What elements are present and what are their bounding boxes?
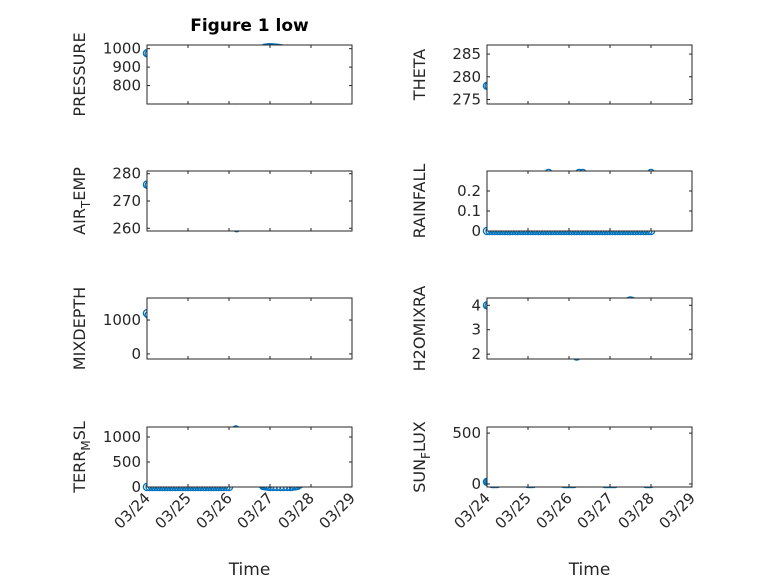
subplot-mixdepth: 0 1000 MIXDEPTH [70,287,353,370]
y-tick-label: 4 [471,296,481,314]
tick-marks [146,298,353,359]
y-axis-label: THETA [410,49,429,101]
tick-marks [146,427,353,488]
y-tick-label: 1000 [103,40,141,58]
axes-box [146,426,353,488]
axes-box [146,297,353,360]
y-tick-label: 900 [112,58,141,76]
y-tick-label: 2 [471,345,481,363]
y-tick-label: 280 [452,68,481,86]
y-tick-label: 500 [452,424,481,442]
axes-box [486,297,693,360]
x-tick-label: 03/26 [193,489,236,532]
x-tick-label: 03/29 [656,489,699,532]
figure-title: Figure 1 low [190,16,309,36]
y-tick-label: 280 [112,165,141,183]
y-tick-label: 0 [131,478,141,496]
axes-box [486,426,693,488]
tick-marks [146,45,353,104]
y-tick-label: 275 [452,90,481,108]
x-axis-label: Time [568,560,611,580]
tick-marks [486,171,693,232]
y-tick-label: 0.2 [457,182,481,200]
x-axis-label: Time [228,560,271,580]
y-axis-label: MIXDEPTH [70,287,89,370]
y-tick-label: 270 [112,192,141,210]
x-tick-label: 03/28 [275,489,318,532]
subplot-rainfall: 0 0.1 0.2 RAINFALL [410,164,693,240]
y-axis-label: TERRMSL [70,421,93,494]
axes-box [486,44,693,105]
y-tick-label: 0 [131,345,141,363]
y-tick-label: 0.1 [457,202,481,220]
axes-box [146,44,353,105]
y-tick-label: 800 [112,77,141,95]
y-tick-label: 285 [452,45,481,63]
x-tick-label: 03/27 [234,489,277,532]
subplot-theta: 275 280 285 THETA [410,44,693,108]
y-tick-label: 260 [112,219,141,237]
y-tick-label: 3 [471,321,481,339]
x-tick-label: 03/25 [492,489,535,532]
axes-box [146,170,353,232]
tick-marks [146,171,353,231]
y-tick-label: 1000 [103,428,141,446]
y-axis-label: SUNFLUX [410,421,433,493]
tick-marks [486,45,693,104]
y-tick-label: 0 [471,222,481,240]
x-tick-label: 03/26 [533,489,576,532]
x-tick-label: 03/24 [451,489,494,532]
subplot-terr-msl: 0500100003/2403/2503/2603/2703/2803/29TE… [70,421,359,580]
tick-marks [486,427,693,487]
y-tick-label: 1000 [103,311,141,329]
y-axis-label: RAINFALL [410,164,429,239]
subplot-h2omixra: 2 3 4 H2OMIXRA [410,286,693,372]
subplot-air-temp: 260 270 280 AIRTEMP [70,165,353,237]
tick-marks [486,298,693,359]
x-tick-label: 03/29 [316,489,359,532]
axes-box [486,170,693,232]
y-axis-label: H2OMIXRA [410,286,429,372]
y-axis-label: AIRTEMP [70,167,93,235]
x-tick-label: 03/27 [574,489,617,532]
x-tick-label: 03/25 [152,489,195,532]
y-axis-label: PRESSURE [70,32,89,116]
x-tick-label: 03/28 [615,489,658,532]
y-tick-label: 0 [471,475,481,493]
y-tick-label: 500 [112,453,141,471]
